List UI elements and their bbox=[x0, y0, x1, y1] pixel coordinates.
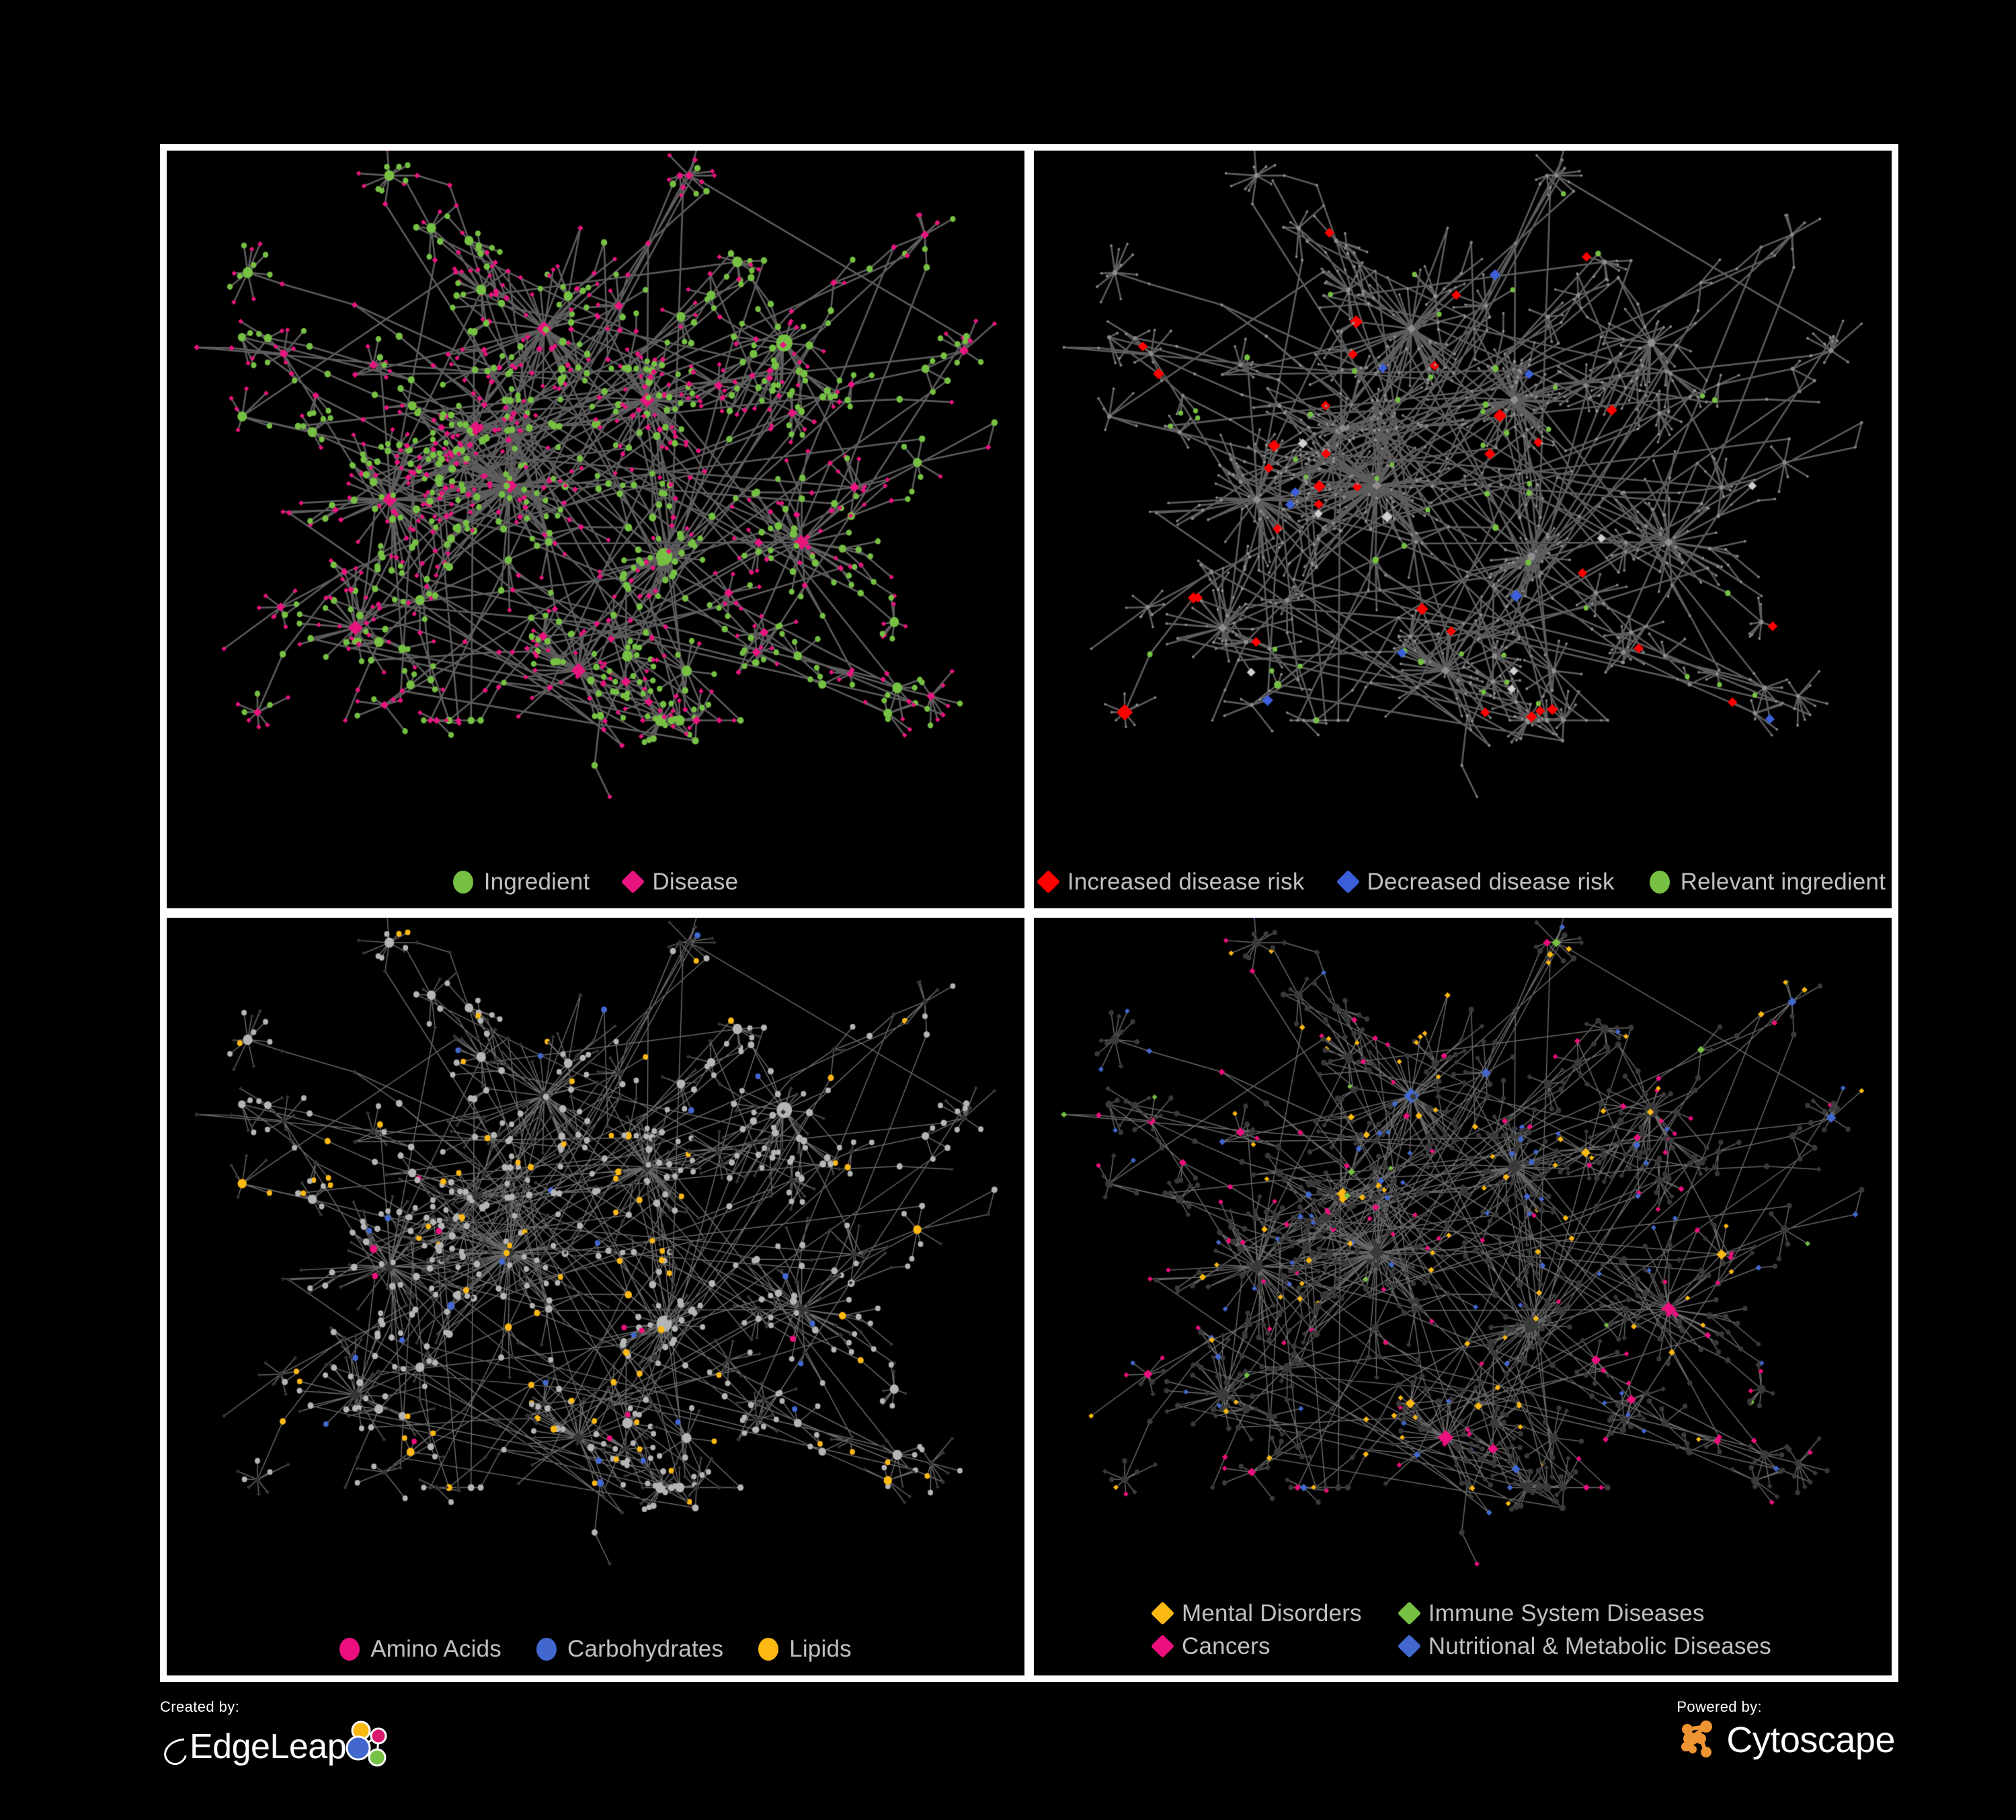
edgeleap-wordmark: EdgeLeap bbox=[190, 1727, 347, 1766]
created-by-block: Created by: EdgeLeap bbox=[160, 1698, 397, 1775]
network-canvas-nutrient-class[interactable] bbox=[167, 918, 1024, 1675]
legend-ingredient-disease: Ingredient Disease bbox=[167, 869, 1024, 895]
mental-disorders-diamond-icon bbox=[1150, 1601, 1175, 1626]
metabolic-diseases-diamond-icon bbox=[1397, 1634, 1421, 1659]
edgeleap-logo-row[interactable]: EdgeLeap bbox=[160, 1718, 397, 1775]
legend-item-decreased-risk[interactable]: Decreased disease risk bbox=[1336, 869, 1615, 895]
legend-item-amino-acids[interactable]: Amino Acids bbox=[339, 1637, 501, 1661]
legend-label-relevant-ingredient: Relevant ingredient bbox=[1680, 869, 1886, 895]
legend-label-ingredient: Ingredient bbox=[483, 869, 590, 895]
lipids-circle-icon bbox=[758, 1637, 779, 1661]
legend-item-carbohydrates[interactable]: Carbohydrates bbox=[536, 1637, 723, 1661]
edgeleap-swoosh-icon bbox=[164, 1738, 187, 1766]
legend-item-mental-disorders[interactable]: Mental Disorders bbox=[1150, 1600, 1362, 1626]
cancers-diamond-icon bbox=[1150, 1634, 1175, 1659]
figure-grid: Ingredient Disease Increased disease ris… bbox=[160, 144, 1898, 1682]
panel-disease-risk[interactable]: Increased disease risk Decreased disease… bbox=[1034, 151, 1892, 908]
legend-label-carbohydrates: Carbohydrates bbox=[567, 1636, 724, 1662]
edgeleap-network-logo-icon bbox=[346, 1720, 387, 1767]
network-canvas-disease-class[interactable] bbox=[1034, 918, 1892, 1675]
panel-nutrient-class[interactable]: Amino Acids Carbohydrates Lipids bbox=[167, 918, 1024, 1675]
network-canvas-disease-risk[interactable] bbox=[1034, 151, 1892, 908]
powered-by-kicker: Powered by: bbox=[1677, 1698, 1763, 1715]
amino-acids-circle-icon bbox=[339, 1637, 360, 1661]
legend-label-lipids: Lipids bbox=[789, 1636, 852, 1662]
cytoscape-logo-row[interactable]: Cytoscape bbox=[1677, 1718, 1895, 1762]
legend-item-lipids[interactable]: Lipids bbox=[758, 1637, 852, 1661]
ingredient-circle-icon bbox=[452, 870, 473, 894]
legend-label-decreased-risk: Decreased disease risk bbox=[1367, 869, 1615, 895]
legend-disease-risk: Increased disease risk Decreased disease… bbox=[1034, 869, 1892, 895]
legend-item-cancers[interactable]: Cancers bbox=[1150, 1633, 1362, 1659]
legend-label-amino-acids: Amino Acids bbox=[370, 1636, 501, 1662]
legend-label-mental-disorders: Mental Disorders bbox=[1182, 1600, 1362, 1626]
legend-item-relevant-ingredient[interactable]: Relevant ingredient bbox=[1649, 869, 1886, 895]
legend-disease-class: Mental Disorders Immune System Diseases … bbox=[1034, 1600, 1892, 1659]
carbohydrates-circle-icon bbox=[536, 1637, 557, 1661]
legend-label-cancers: Cancers bbox=[1182, 1633, 1271, 1659]
panel-ingredient-disease[interactable]: Ingredient Disease bbox=[167, 151, 1024, 908]
increased-risk-diamond-icon bbox=[1036, 869, 1061, 894]
cytoscape-logo-icon bbox=[1681, 1720, 1713, 1757]
powered-by-block: Powered by: Cytoscape bbox=[1677, 1698, 1895, 1762]
immune-system-diseases-diamond-icon bbox=[1397, 1601, 1421, 1626]
created-by-kicker: Created by: bbox=[160, 1698, 240, 1715]
legend-nutrient-class: Amino Acids Carbohydrates Lipids bbox=[167, 1637, 1024, 1661]
cytoscape-wordmark: Cytoscape bbox=[1726, 1720, 1895, 1760]
legend-item-increased-risk[interactable]: Increased disease risk bbox=[1036, 869, 1305, 895]
network-canvas-ingredient-disease[interactable] bbox=[167, 151, 1024, 908]
legend-item-immune-system-diseases[interactable]: Immune System Diseases bbox=[1397, 1600, 1771, 1626]
panel-disease-class[interactable]: Mental Disorders Immune System Diseases … bbox=[1034, 918, 1892, 1675]
decreased-risk-diamond-icon bbox=[1336, 869, 1360, 894]
relevant-ingredient-circle-icon bbox=[1649, 870, 1670, 894]
legend-item-ingredient[interactable]: Ingredient bbox=[452, 869, 590, 895]
legend-item-disease[interactable]: Disease bbox=[621, 869, 739, 895]
legend-label-increased-risk: Increased disease risk bbox=[1067, 869, 1305, 895]
legend-label-metabolic-diseases: Nutritional & Metabolic Diseases bbox=[1428, 1633, 1771, 1659]
legend-item-metabolic-diseases[interactable]: Nutritional & Metabolic Diseases bbox=[1397, 1633, 1771, 1659]
legend-label-immune-system-diseases: Immune System Diseases bbox=[1428, 1600, 1705, 1626]
legend-label-disease: Disease bbox=[652, 869, 739, 895]
disease-diamond-icon bbox=[621, 869, 645, 894]
figure-footer: Created by: EdgeLeap Powere bbox=[160, 1694, 1895, 1809]
